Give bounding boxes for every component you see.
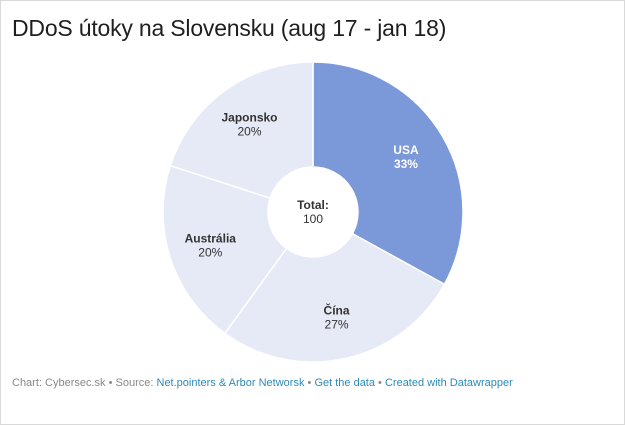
get-the-data-link[interactable]: Get the data (314, 377, 375, 389)
footer-separator: • (378, 377, 382, 389)
center-total-label: Total: (297, 198, 329, 212)
slice-percent-japonsko: 20% (238, 125, 262, 139)
slice-label-usa: USA (393, 143, 419, 157)
footer-separator: • (108, 377, 113, 389)
chart-footer: Chart: Cybersec.sk • Source: Net.pointer… (12, 377, 513, 389)
center-total-value: 100 (303, 212, 323, 226)
slice-label-australia: Austrália (185, 231, 237, 245)
pie-slice-japonsko[interactable] (169, 61, 314, 200)
slice-percent-cina: 27% (325, 317, 349, 331)
slice-label-japonsko: Japonsko (222, 111, 278, 125)
slice-label-cina: Čína (324, 302, 350, 317)
created-with-datawrapper-link[interactable]: Created with Datawrapper (384, 377, 513, 389)
footer-separator: • (307, 377, 312, 389)
pie-slice-usa[interactable] (312, 61, 464, 286)
chart-credit: Chart: Cybersec.sk (12, 377, 106, 389)
source-prefix: Source: (115, 377, 154, 389)
slice-percent-usa: 33% (394, 157, 418, 171)
slice-percent-australia: 20% (198, 245, 222, 259)
source-link[interactable]: Net.pointers & Arbor Networsk (156, 377, 305, 389)
chart-title: DDoS útoky na Slovensku (aug 17 - jan 18… (12, 15, 447, 41)
pie-slice-cina[interactable] (223, 232, 446, 363)
pie-slice-australia[interactable] (162, 164, 288, 335)
